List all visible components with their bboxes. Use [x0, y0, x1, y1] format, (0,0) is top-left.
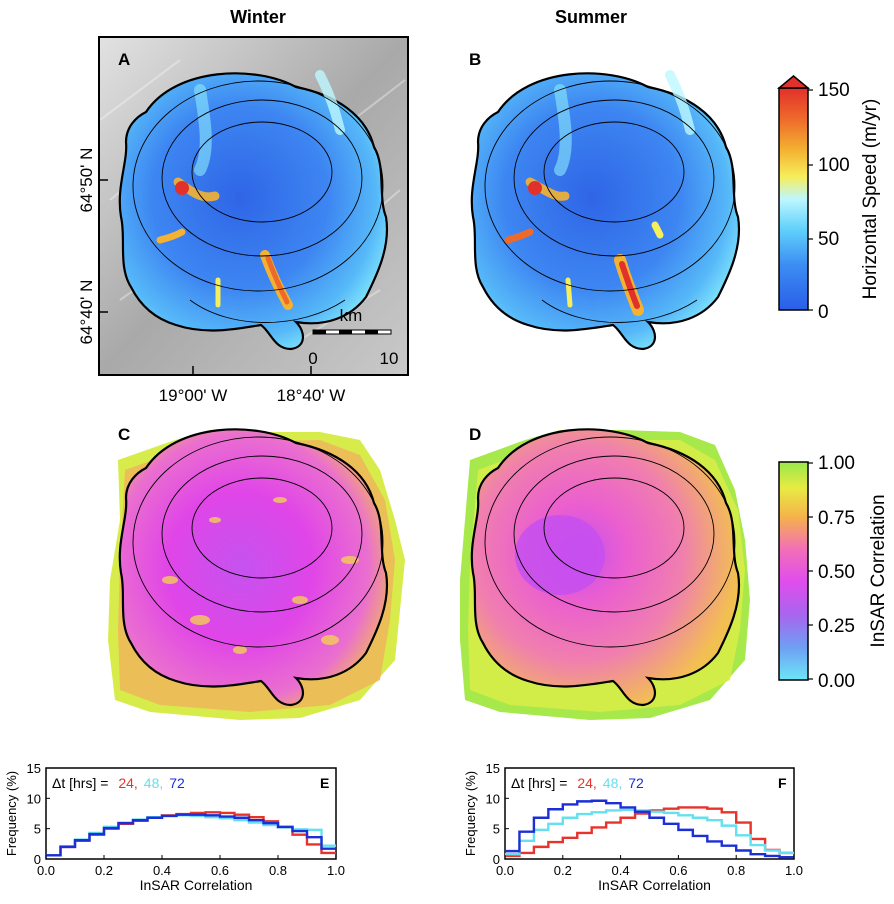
panel-label-c: C — [118, 425, 130, 444]
hist-e-xtick-label: 0.0 — [37, 863, 55, 878]
correlation-colorbar-label: InSAR Correlation — [868, 494, 889, 647]
panel-d-map — [460, 428, 750, 720]
hist-e-xlabel: InSAR Correlation — [140, 877, 253, 893]
scale-bar-start: 0 — [308, 349, 317, 368]
lon-tick-east: 18°40' W — [277, 386, 346, 405]
hist-e-xtick-label: 0.2 — [95, 863, 113, 878]
scale-bar — [312, 329, 392, 335]
panel-label-b: B — [469, 50, 481, 69]
speed-colorbar-label: Horizontal Speed (m/yr) — [860, 99, 881, 300]
hist-e-ytick-label: 0 — [34, 852, 41, 867]
panel-c-map — [108, 428, 405, 720]
corr-tick-075: 0.75 — [818, 508, 855, 529]
hist-e-ylabel: Frequency (%) — [4, 771, 19, 856]
hist-f-xtick-label: 0.8 — [727, 863, 745, 878]
panel-a-contours — [132, 80, 384, 323]
lat-tick-south: 64°40' N — [77, 280, 96, 345]
hist-f-xtick-label: 0.0 — [496, 863, 514, 878]
hist-f-legend: Δt [hrs] = 24, 48, 72 — [511, 775, 644, 791]
lon-tick-west: 19°00' W — [159, 386, 228, 405]
hist-f-xtick-label: 1.0 — [785, 863, 803, 878]
corr-tick-100: 1.00 — [818, 453, 855, 474]
column-title-summer: Summer — [555, 7, 627, 27]
panel-label-d: D — [469, 425, 481, 444]
scale-bar-unit: km — [340, 306, 363, 325]
panel-label-a: A — [118, 50, 130, 69]
hist-e-ytick-label: 10 — [27, 791, 41, 806]
speed-colorbar — [776, 75, 811, 311]
hist-e-xtick-label: 0.6 — [211, 863, 229, 878]
hist-e-xtick-label: 0.8 — [269, 863, 287, 878]
hist-e-content: 0.0 0.2 0.4 0.6 0.8 1.0 0 5 10 15 InSAR Correlatio… — [4, 761, 345, 893]
hist-e-ytick-label: 15 — [27, 761, 41, 776]
corr-tick-025: 0.25 — [818, 616, 855, 637]
speed-tick-150: 150 — [818, 80, 850, 101]
hist-f-xtick-label: 0.4 — [612, 863, 630, 878]
scale-bar-end: 10 — [380, 349, 399, 368]
hist-f-xlabel: InSAR Correlation — [598, 877, 711, 893]
hist-e-legend: Δt [hrs] = 24, 48, 72 — [52, 775, 185, 791]
corr-tick-000: 0.00 — [818, 671, 855, 692]
hist-f-series-2 — [505, 799, 794, 859]
correlation-colorbar — [778, 461, 809, 681]
panel-b-map — [470, 70, 741, 351]
hist-f-panel-label: F — [778, 775, 787, 791]
hist-f-ytick-label: 0 — [493, 852, 500, 867]
hist-f-ytick-label: 15 — [486, 761, 500, 776]
hist-f-ytick-label: 10 — [486, 791, 500, 806]
panel-a-map — [98, 36, 409, 376]
hist-f-content: 0.0 0.2 0.4 0.6 0.8 1.0 0 5 10 15 InSAR Correlatio… — [463, 761, 803, 893]
column-title-winter: Winter — [230, 7, 286, 27]
hist-e-xtick-label: 1.0 — [327, 863, 345, 878]
hist-f-xtick-label: 0.2 — [554, 863, 572, 878]
hist-e-panel-label: E — [320, 775, 329, 791]
corr-tick-050: 0.50 — [818, 562, 855, 583]
hist-e-series-2 — [46, 813, 336, 857]
speed-tick-0: 0 — [818, 302, 829, 323]
speed-tick-100: 100 — [818, 155, 850, 176]
panel-a-streams — [156, 70, 345, 310]
hist-f-xtick-label: 0.6 — [669, 863, 687, 878]
hist-e-xtick-label: 0.4 — [153, 863, 171, 878]
speed-tick-50: 50 — [818, 229, 839, 250]
hist-f-ylabel: Frequency (%) — [463, 771, 478, 856]
hist-f-ytick-label: 5 — [493, 822, 500, 837]
hist-e-ytick-label: 5 — [34, 822, 41, 837]
lat-tick-north: 64°50' N — [77, 148, 96, 213]
